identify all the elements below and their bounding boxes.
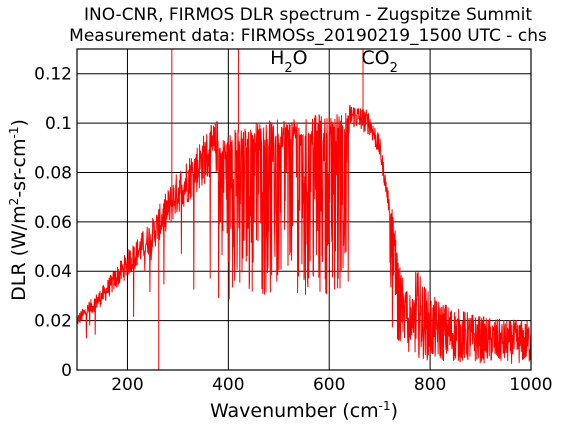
y-tick-layer: 0 0.02 0.04 0.06 0.08 0.1 0.12 [34,65,72,381]
y-tick-label: 0.06 [34,213,72,233]
x-tick-label: 800 [414,375,446,395]
chart-title: INO-CNR, FIRMOS DLR spectrum - Zugspitze… [84,5,532,25]
y-tick-label: 0.04 [34,262,72,282]
y-tick-label: 0.12 [34,65,72,85]
annotation-layer: H2O CO2 [270,47,398,76]
plot-frame [76,48,532,371]
band-annotation: H2O [270,47,308,76]
x-tick-label: 600 [313,375,345,395]
y-tick-label: 0.1 [45,114,72,134]
spectrum-line [76,104,532,364]
y-tick-label: 0 [61,361,72,381]
x-axis-label: Wavenumber (cm-1) [210,399,398,422]
x-tick-label: 1000 [509,375,552,395]
y-tick-label: 0.02 [34,312,72,332]
x-tick-label: 200 [111,375,143,395]
y-axis-label: DLR (W/m2-sr-cm-1) [7,119,30,301]
x-tick-label: 400 [212,375,244,395]
y-tick-label: 0.08 [34,163,72,183]
series-layer [76,49,532,370]
x-tick-layer: 200 400 600 800 1000 [111,375,552,395]
chart-subtitle: Measurement data: FIRMOSs_20190219_1500 … [69,26,547,46]
band-annotation: CO2 [361,47,398,76]
